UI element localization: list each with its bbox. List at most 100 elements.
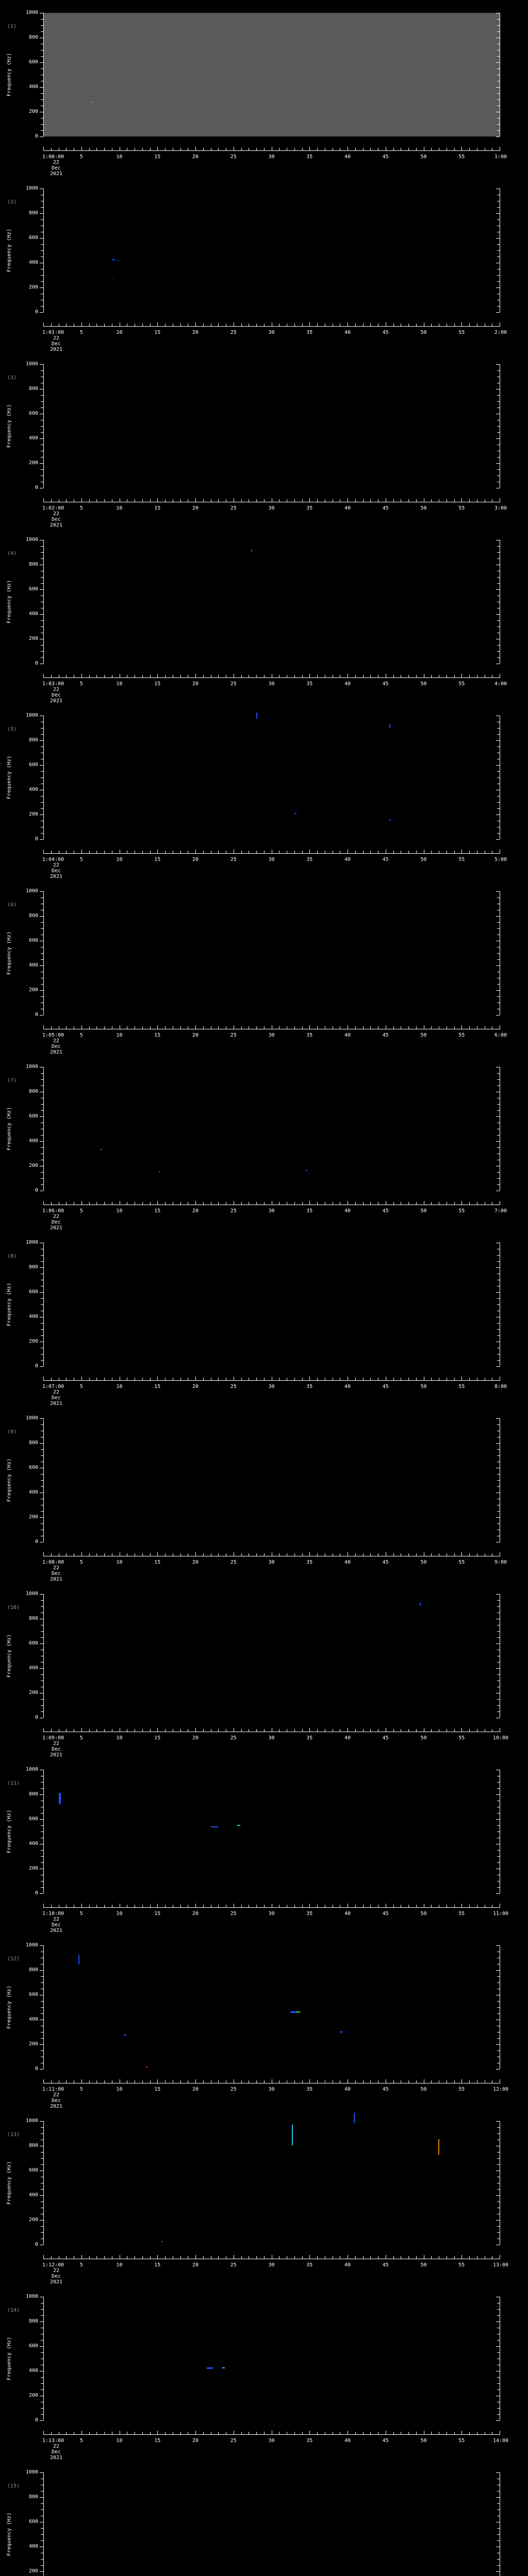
x-tick-minor	[408, 1905, 409, 1907]
y-tick-minor	[41, 395, 43, 396]
signal-mark	[420, 1602, 421, 1606]
x-tick-label: 50	[420, 1735, 427, 1741]
x-tick-minor	[165, 1202, 166, 1205]
x-tick-label: 5	[79, 2438, 83, 2444]
plot-area[interactable]	[43, 1945, 500, 2069]
x-tick-minor	[165, 1026, 166, 1029]
y-tick-label: 600	[28, 1113, 38, 1119]
x-tick-major	[195, 498, 196, 502]
signal-mark	[290, 2011, 300, 2013]
y-axis	[40, 1770, 44, 1894]
x-tick-minor	[203, 1905, 204, 1907]
x-tick-minor	[431, 1202, 432, 1205]
y-tick-minor	[41, 1982, 43, 1983]
y-tick-minor-right	[497, 2540, 500, 2541]
plot-area[interactable]	[43, 189, 500, 312]
y-tick-minor-right	[497, 1976, 500, 1977]
x-axis-left-cap	[43, 850, 44, 854]
x-tick-minor	[294, 2080, 295, 2083]
x-tick-label: 55	[458, 2438, 465, 2444]
plot-area[interactable]	[43, 1418, 500, 1542]
x-start-time-label: 1:08:00	[42, 1560, 64, 1565]
plot-area[interactable]	[43, 540, 500, 664]
x-tick-label: 20	[192, 1208, 199, 1214]
x-tick-minor	[362, 675, 364, 677]
plot-area[interactable]	[43, 1594, 500, 1718]
x-tick-minor	[416, 1729, 417, 1732]
x-tick-minor	[89, 324, 90, 326]
x-tick-minor	[96, 2432, 97, 2434]
y-tick-major	[40, 2346, 43, 2347]
x-tick-minor	[317, 851, 318, 853]
x-tick-minor	[416, 2256, 417, 2259]
y-tick-minor	[41, 1449, 43, 1450]
y-tick-minor	[41, 777, 43, 778]
x-tick-label: 20	[192, 681, 199, 687]
x-tick-minor	[104, 148, 105, 150]
x-tick-label: 20	[192, 505, 199, 511]
y-tick-minor-right	[497, 2158, 500, 2159]
y-tick-label: 600	[28, 1465, 38, 1470]
x-tick-minor	[256, 1553, 257, 1556]
x-start-time-label: 1:03:00	[42, 681, 64, 687]
x-tick-minor	[165, 2080, 166, 2083]
y-tick-minor	[41, 250, 43, 251]
x-tick-label: 20	[192, 154, 199, 160]
x-tick-minor	[370, 1729, 371, 1732]
plot-area[interactable]	[43, 2472, 500, 2576]
x-tick-minor	[51, 2432, 52, 2434]
plot-area[interactable]	[43, 13, 500, 137]
x-tick-label: 10	[116, 505, 123, 511]
y-tick-major-right	[496, 312, 500, 313]
y-tick-minor-right	[497, 56, 500, 57]
y-tick-label: 800	[28, 737, 38, 743]
x-axis-left-cap	[43, 1377, 44, 1381]
y-tick-major	[40, 463, 43, 464]
x-tick-minor	[165, 2432, 166, 2434]
plot-area[interactable]	[43, 713, 500, 839]
x-tick-minor	[317, 675, 318, 677]
x-tick-minor	[104, 851, 105, 853]
x-tick-label: 50	[420, 2438, 427, 2444]
plot-area[interactable]	[43, 2112, 500, 2245]
x-tick-minor	[104, 1905, 105, 1907]
plot-area[interactable]	[43, 891, 500, 1015]
x-tick-label: 55	[458, 857, 465, 862]
y-tick-major-right	[496, 1366, 500, 1367]
y-axis-title: Frequency (Hz)	[6, 1458, 12, 1502]
signal-mark	[146, 2066, 148, 2068]
x-end-time-label: 11:00	[492, 1911, 509, 1917]
x-end-time-label: 10:00	[492, 1735, 509, 1741]
plot-area[interactable]	[43, 1770, 500, 1893]
x-tick-label: 50	[420, 1384, 427, 1389]
spectrogram-canvas	[43, 2121, 500, 2245]
y-tick-minor	[41, 1631, 43, 1632]
y-tick-minor	[41, 1825, 43, 1826]
y-tick-label: 200	[28, 284, 38, 290]
y-tick-minor-right	[497, 1674, 500, 1675]
x-tick-minor	[150, 2256, 151, 2259]
y-tick-minor-right	[497, 1982, 500, 1983]
panel-index-label: (10)	[7, 1605, 20, 1611]
x-tick-major	[157, 1377, 158, 1380]
plot-area[interactable]	[43, 1067, 500, 1191]
x-tick-label: 35	[306, 857, 313, 862]
plot-area[interactable]	[43, 1243, 500, 1366]
x-tick-minor	[263, 2256, 265, 2259]
y-tick-label: 200	[28, 811, 38, 817]
x-tick-minor	[218, 2432, 219, 2434]
x-tick-minor	[180, 1729, 181, 1732]
y-axis-title: Frequency (Hz)	[6, 1809, 12, 1854]
x-tick-label: 45	[382, 330, 389, 335]
x-tick-minor	[180, 1202, 181, 1205]
panel-index-label: (6)	[7, 902, 17, 908]
y-tick-minor	[41, 2383, 43, 2384]
plot-area[interactable]	[43, 364, 500, 488]
y-tick-minor-right	[497, 1862, 500, 1863]
y-tick-minor	[41, 577, 43, 578]
plot-area[interactable]	[43, 2297, 500, 2420]
x-tick-minor	[89, 499, 90, 502]
x-tick-major	[195, 1728, 196, 1732]
y-tick-label: 200	[28, 1338, 38, 1344]
x-tick-label: 20	[192, 1384, 199, 1389]
